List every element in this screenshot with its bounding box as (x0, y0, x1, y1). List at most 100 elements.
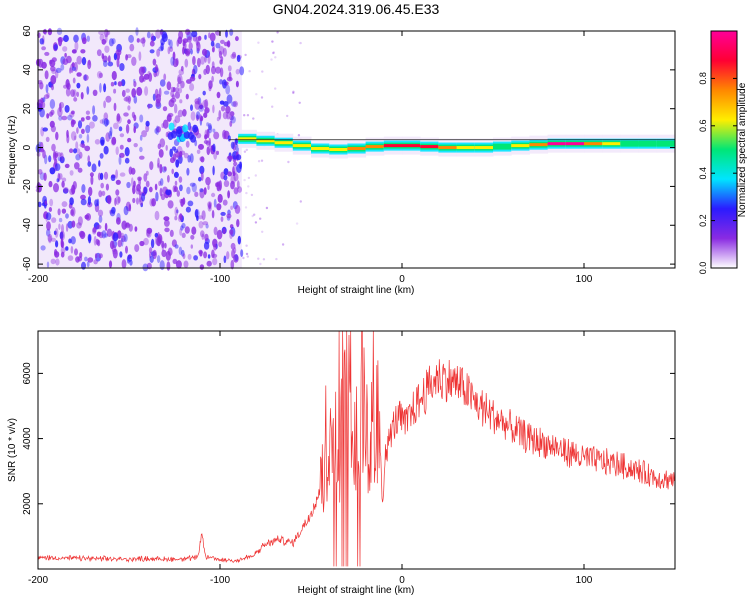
noise-blob (87, 161, 92, 167)
noise-blob (115, 195, 121, 205)
noise-speck (271, 40, 274, 43)
ridge-core (329, 148, 348, 151)
noise-blob (176, 190, 180, 197)
noise-blob (196, 114, 199, 121)
noise-blob (67, 255, 74, 261)
noise-speck (250, 193, 254, 197)
noise-blob (176, 82, 180, 88)
noise-blob (172, 51, 176, 61)
burst-blob (188, 131, 194, 140)
noise-blob (193, 255, 199, 261)
noise-blob (48, 180, 53, 188)
noise-blob (220, 105, 226, 112)
noise-blob (81, 128, 85, 134)
noise-speck (265, 206, 269, 210)
noise-blob (39, 82, 44, 90)
noise-speck (246, 114, 250, 117)
noise-blob (88, 186, 93, 197)
noise-blob (154, 235, 161, 246)
noise-blob (43, 94, 50, 100)
noise-blob (227, 171, 233, 177)
noise-blob (113, 102, 117, 112)
noise-blob (159, 187, 163, 197)
noise-blob (61, 177, 67, 182)
noise-blob (211, 210, 215, 219)
noise-blob (116, 57, 120, 68)
noise-blob (41, 46, 46, 51)
noise-speck (259, 217, 262, 220)
noise-blob (66, 134, 70, 144)
noise-blob (133, 143, 138, 148)
noise-speck (257, 160, 261, 163)
y-tick-label: 0 (22, 144, 33, 150)
noise-blob (202, 90, 206, 96)
noise-blob (174, 215, 178, 221)
noise-blob (240, 249, 244, 257)
noise-blob (47, 233, 53, 243)
noise-blob (72, 77, 76, 84)
noise-blob (231, 51, 237, 58)
noise-blob (199, 264, 205, 270)
noise-blob (225, 29, 228, 38)
noise-speck (244, 206, 248, 209)
noise-blob (131, 177, 134, 187)
noise-blob (111, 248, 118, 255)
noise-blob (199, 250, 203, 257)
noise-blob (182, 109, 187, 117)
noise-blob (215, 182, 219, 187)
noise-blob (69, 197, 74, 206)
noise-blob (236, 54, 241, 63)
noise-blob (160, 178, 164, 186)
noise-blob (69, 148, 74, 153)
ridge-core (256, 139, 276, 143)
noise-speck (295, 222, 299, 225)
noise-blob (225, 84, 231, 95)
noise-blob (103, 145, 109, 155)
noise-blob (43, 172, 47, 181)
noise-blob (133, 81, 137, 88)
noise-blob (37, 169, 43, 175)
ridge-core (402, 144, 421, 148)
noise-blob (98, 30, 105, 35)
noise-blob (113, 52, 118, 61)
noise-blob (190, 234, 195, 240)
noise-blob (125, 124, 130, 134)
noise-blob (53, 230, 57, 235)
noise-blob (65, 246, 69, 251)
noise-blob (173, 171, 179, 178)
noise-blob (105, 33, 108, 43)
noise-blob (49, 111, 53, 117)
ridge-core (438, 146, 458, 150)
noise-speck (281, 243, 285, 246)
noise-blob (98, 72, 103, 79)
noise-blob (222, 228, 226, 235)
noise-blob (216, 203, 222, 211)
noise-blob (66, 82, 71, 90)
noise-blob (86, 261, 90, 268)
noise-blob (200, 156, 205, 163)
noise-blob (73, 148, 78, 154)
noise-blob (205, 176, 211, 186)
noise-blob (133, 126, 136, 134)
noise-blob (223, 168, 229, 176)
noise-blob (81, 143, 86, 149)
noise-blob (219, 59, 223, 65)
noise-blob (126, 181, 131, 189)
noise-blob (200, 102, 203, 110)
noise-blob (182, 41, 187, 51)
noise-speck (271, 105, 274, 108)
noise-blob (189, 182, 196, 187)
ridge-core (602, 142, 621, 146)
noise-blob (155, 125, 160, 136)
noise-blob (196, 132, 202, 139)
noise-speck (262, 258, 266, 261)
noise-blob (229, 120, 233, 127)
noise-blob (74, 135, 77, 141)
noise-blob (217, 193, 223, 203)
noise-blob (174, 180, 178, 186)
noise-blob (162, 119, 169, 129)
noise-blob (67, 114, 73, 121)
ridge-core (565, 142, 585, 146)
noise-blob (76, 127, 79, 134)
